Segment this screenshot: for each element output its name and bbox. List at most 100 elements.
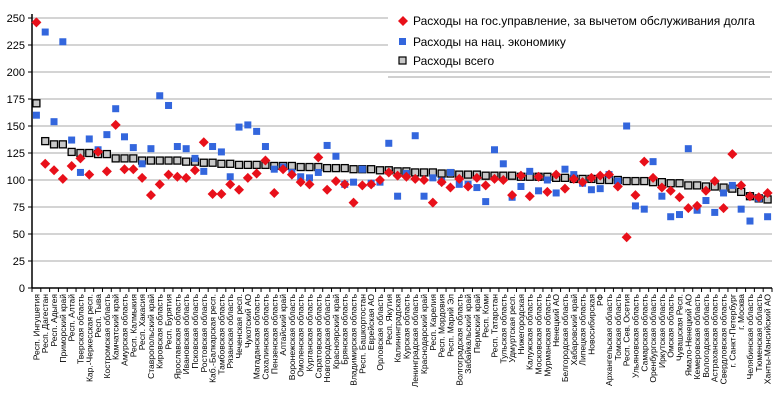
gov-spending-point [419, 175, 430, 185]
x-tick-label: Волгоградская область [454, 293, 464, 385]
legend-item-total: Расходы всего [398, 54, 495, 68]
x-tick-label: Воронежская область [287, 293, 297, 380]
gov-spending-point [436, 177, 447, 188]
gov-spending-point [692, 200, 703, 211]
economy-spending-point [50, 118, 58, 126]
economy-spending-point [314, 168, 322, 176]
economy-spending-point [226, 173, 234, 181]
gov-spending-point [630, 190, 641, 201]
economy-spending-point [41, 28, 49, 36]
x-tick-label: Курская область [401, 293, 411, 359]
economy-spending-point [270, 165, 278, 173]
economy-spending-point [676, 211, 683, 219]
x-tick-label: Тульская область [498, 293, 508, 363]
total-spending-point [437, 169, 446, 178]
gov-spending-point [559, 183, 570, 194]
x-tick-label: г. Москва [736, 294, 746, 330]
gov-spending-point [110, 119, 121, 130]
gov-spending-point [656, 182, 667, 193]
total-spending-point [111, 154, 120, 163]
economy-spending-point [182, 145, 190, 153]
x-tick-label: Респ. Бурятия [164, 294, 174, 350]
total-spending-point [349, 165, 358, 174]
economy-spending-point [420, 192, 428, 200]
gov-spending-point [410, 173, 421, 184]
x-tick-label: Ростовская область [199, 293, 209, 372]
x-tick-label: Еврейская АО [366, 294, 376, 351]
gov-spending-point [348, 197, 359, 208]
x-tick-label: Кировская область [155, 293, 165, 368]
gov-spending-point [463, 181, 474, 192]
gov-spending-point [366, 179, 377, 190]
gov-spending-point [251, 168, 262, 179]
gov-spending-point [427, 197, 438, 208]
x-tick-label: Оренбургская область [648, 293, 658, 382]
total-spending-point [217, 159, 226, 168]
economy-spending-point [173, 143, 181, 151]
economy-spending-point [103, 131, 111, 139]
gov-spending-point [515, 170, 526, 181]
total-spending-point [322, 163, 332, 173]
gov-spending-point [198, 137, 209, 148]
gov-spending-point [612, 181, 623, 192]
economy-spending-point [129, 144, 137, 152]
x-tick-label: Респ. Алтай [67, 294, 77, 342]
x-tick-label: Новосибирская [586, 294, 596, 355]
x-tick-label: Пермский край [472, 294, 482, 353]
gov-spending-point [524, 191, 535, 202]
total-spending-point [631, 176, 640, 186]
x-tick-label: Респ. Дагестан [40, 294, 50, 353]
economy-spending-point [244, 121, 252, 129]
total-spending-point [666, 179, 675, 188]
economy-spending-point [446, 168, 454, 176]
total-spending-point [32, 99, 41, 108]
legend-background [388, 10, 778, 68]
gov-spending-point [718, 203, 729, 214]
total-spending-point [560, 173, 570, 182]
economy-spending-point [147, 145, 155, 153]
economy-spending-point [32, 111, 40, 119]
y-tick-label: 50 [13, 229, 25, 241]
x-tick-label: Кемеровская область [692, 293, 702, 379]
x-tick-label: Тверская область [75, 293, 85, 364]
gov-spending-point [674, 192, 685, 203]
x-tick-label: Амурская область [120, 293, 130, 365]
total-spending-point [692, 181, 702, 190]
x-tick-label: Калужская область [525, 293, 535, 370]
x-tick-label: Владимирская область [349, 293, 359, 385]
gov-spending-point [700, 185, 711, 196]
economy-spending-point [746, 217, 754, 225]
economy-spending-point [535, 187, 543, 195]
x-tick-label: Респ. Татарстан [490, 294, 500, 358]
x-tick-label: РФ [595, 294, 605, 306]
economy-spending-point [85, 135, 93, 143]
gov-spending-point [322, 184, 333, 195]
y-tick-label: 175 [7, 94, 25, 106]
gov-spending-point [683, 203, 694, 214]
total-spending-point [85, 148, 94, 158]
economy-spending-point [684, 145, 692, 153]
total-spending-point [419, 168, 429, 177]
economy-spending-point [702, 197, 710, 205]
gov-spending-point [66, 160, 77, 171]
total-spending-point [287, 161, 297, 171]
gov-spending-point [401, 171, 412, 182]
total-spending-point [463, 170, 473, 179]
x-tick-label: Магаданская область [252, 293, 262, 379]
gov-spending-point [604, 169, 615, 180]
economy-spending-point [209, 143, 217, 151]
x-tick-label: Московская область [534, 293, 544, 374]
total-spending-point [507, 171, 517, 180]
y-tick-label: 100 [7, 175, 25, 187]
gov-spending-point [489, 173, 500, 184]
economy-spending-point [235, 123, 243, 131]
economy-spending-point [217, 148, 225, 156]
gov-spending-point [163, 169, 174, 180]
x-tick-label: Костромская область [102, 293, 112, 378]
total-spending-point [146, 156, 156, 165]
total-spending-point [640, 176, 649, 186]
economy-spending-point [631, 202, 639, 210]
legend-square-marker-icon [399, 38, 406, 45]
gov-spending-point [242, 172, 253, 183]
